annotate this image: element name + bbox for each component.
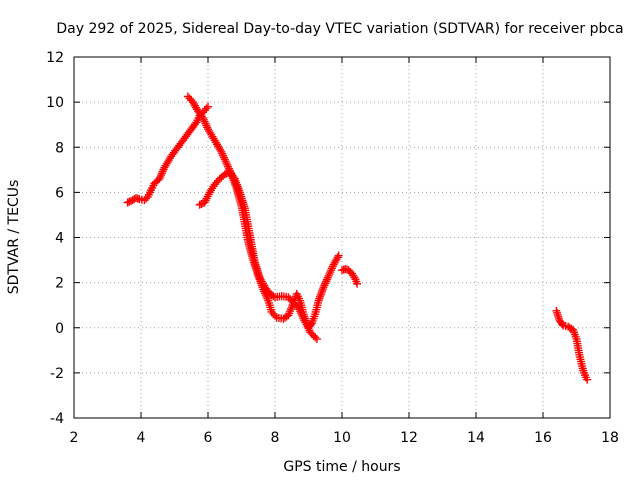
data-point [333,253,342,262]
data-point [296,307,305,316]
data-point [232,178,241,187]
y-tick-label: -2 [50,366,64,382]
data-point [233,182,242,191]
data-point [316,290,325,299]
data-point [219,153,228,162]
data-point [263,294,272,303]
data-point [297,310,306,319]
data-point [158,167,167,176]
data-point [157,169,166,178]
data-point [216,145,225,154]
series-track-3 [195,168,343,332]
data-point [217,147,226,156]
data-point [295,305,304,314]
data-point [312,335,321,344]
data-point [234,184,243,193]
data-point [317,288,326,297]
data-point [222,159,231,168]
y-tick-label: 2 [55,276,64,292]
data-point [319,283,328,292]
data-point [202,121,211,130]
data-point [327,266,336,275]
data-point [583,375,592,384]
data-point [223,160,232,169]
data-point [220,155,229,164]
chart-title: Day 292 of 2025, Sidereal Day-to-day VTE… [56,21,623,37]
data-point [298,312,307,321]
data-point [322,277,331,286]
grid [74,57,610,418]
data-point [318,285,327,294]
x-tick-label: 4 [137,430,146,446]
data-point [200,117,209,126]
data-point [318,287,327,296]
data-point [322,275,331,284]
data-point [294,303,303,312]
y-tick-label: 0 [55,321,64,337]
data-point [235,186,244,195]
x-tick-label: 10 [333,430,351,446]
data-point [230,174,239,183]
axis-ticks: 2 4 6 8 10 12 14 16 18 -4 -2 0 2 4 6 8 10 12 [46,50,619,446]
x-tick-label: 6 [204,430,213,446]
data-point [224,164,233,173]
y-tick-label: 10 [46,95,64,111]
data-point [198,113,207,122]
data-point [218,149,227,158]
plot-area [123,92,592,384]
data-point [231,176,240,185]
y-axis-label: SDTVAR / TECUs [6,180,22,295]
plot-frame [73,56,611,419]
y-tick-label: 8 [55,140,64,156]
data-point [296,309,305,318]
data-point [321,279,330,288]
x-tick-label: 16 [534,430,552,446]
data-point [306,320,315,329]
data-point [156,172,165,181]
data-point [325,269,334,278]
data-point [326,268,335,277]
series-track-5 [552,306,592,384]
data-point [221,157,230,166]
y-tick-label: 6 [55,185,64,201]
data-point [201,119,210,128]
x-tick-label: 18 [601,430,619,446]
data-point [199,115,208,124]
data-point [324,271,333,280]
data-point [334,251,343,260]
data-point [328,262,337,271]
data-point [327,264,336,273]
data-point [157,171,166,180]
data-point [315,294,324,303]
data-point [219,151,228,160]
data-point [353,279,362,288]
x-tick-label: 14 [467,430,485,446]
data-point [323,273,332,282]
data-point [204,102,212,111]
data-point [350,273,359,282]
data-point [311,333,320,342]
x-axis-label: GPS time / hours [283,459,400,475]
data-point [314,296,323,305]
data-point [155,174,164,183]
series-track-1 [123,102,212,207]
data-point [232,180,241,189]
x-tick-label: 8 [271,430,280,446]
y-tick-label: 4 [55,231,64,247]
series-track-4 [338,265,362,288]
data-point [202,104,211,113]
data-point [320,281,329,290]
y-tick-label: -4 [50,411,64,427]
data-point [315,292,324,301]
data-point [159,165,168,174]
data-point [203,123,212,132]
y-tick-label: 12 [46,50,64,66]
x-tick-label: 2 [70,430,79,446]
x-tick-label: 12 [400,430,418,446]
